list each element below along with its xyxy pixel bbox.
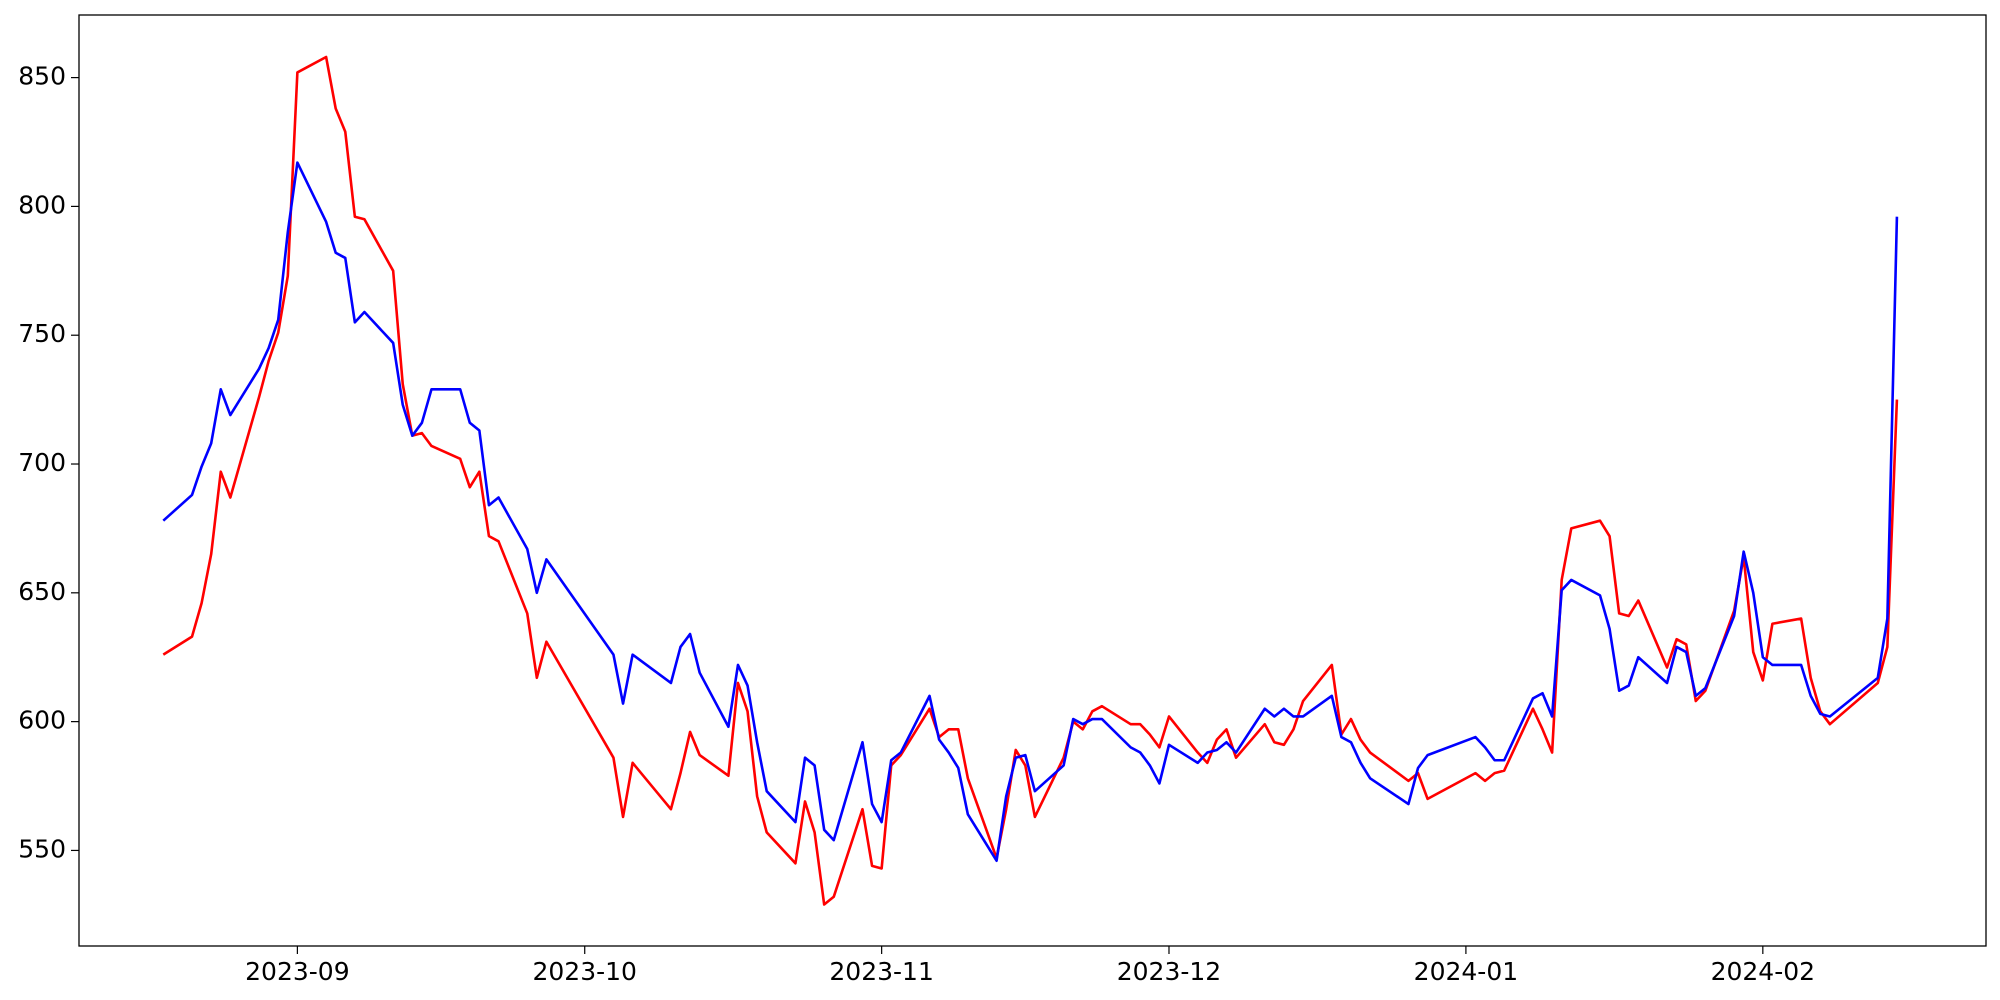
y-tick-label: 850 bbox=[18, 62, 66, 91]
line-series bbox=[162, 55, 1899, 906]
x-tick-label: 2023-09 bbox=[245, 957, 349, 986]
x-tick-label: 2024-01 bbox=[1414, 957, 1518, 986]
plot-frame bbox=[78, 14, 1987, 947]
y-tick-label: 650 bbox=[18, 577, 66, 606]
line-series bbox=[162, 161, 1899, 863]
x-tick-label: 2024-02 bbox=[1711, 957, 1815, 986]
x-tick-label: 2023-11 bbox=[829, 957, 933, 986]
x-tick-label: 2023-10 bbox=[532, 957, 636, 986]
y-tick-label: 600 bbox=[18, 706, 66, 735]
x-tick-label: 2023-12 bbox=[1117, 957, 1221, 986]
y-tick-label: 800 bbox=[18, 190, 66, 219]
y-tick-label: 700 bbox=[18, 448, 66, 477]
y-tick-label: 750 bbox=[18, 319, 66, 348]
y-tick-label: 550 bbox=[18, 834, 66, 863]
